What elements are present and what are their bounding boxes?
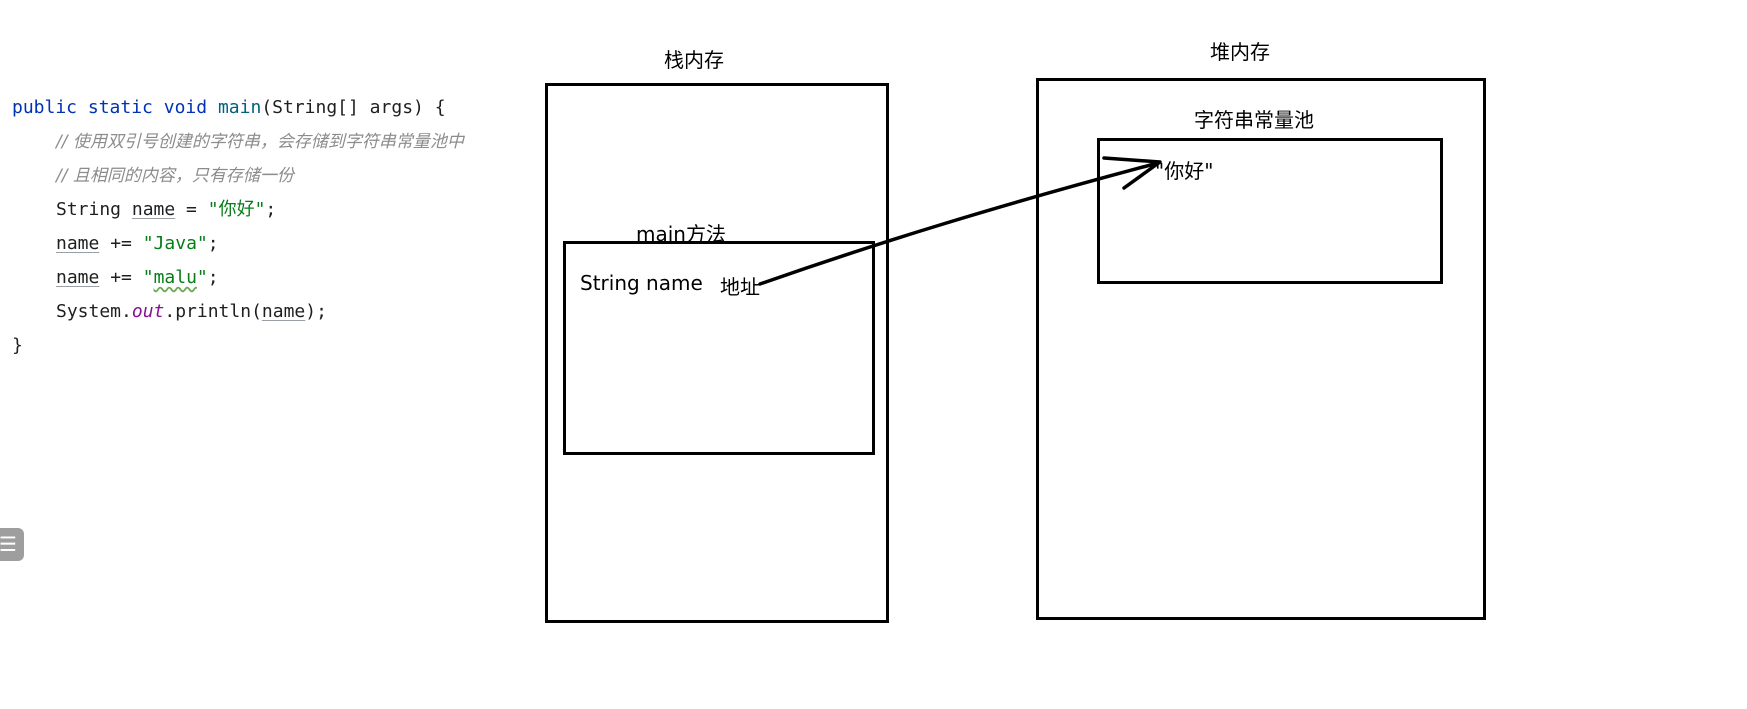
code-line-concat-malu: name += "malu"; [12,264,464,298]
code-line-declare: String name = "你好"; [12,196,464,230]
string-literal: "Java" [142,233,208,254]
signature-rest: (String[] args) { [261,97,446,118]
string-pool-title: 字符串常量池 [1194,108,1314,132]
code-line-comment1: // 使用双引号创建的字符串，会存储到字符串常量池中 [12,128,464,162]
menu-icon[interactable]: ☰ [0,528,24,561]
keyword-public: public [12,97,78,118]
comment-1: // 使用双引号创建的字符串，会存储到字符串常量池中 [56,132,464,152]
pool-string-value: "你好" [1155,159,1214,183]
variable-label: String name [580,271,703,295]
reference-arrow-head [1102,156,1162,190]
code-line-concat-java: name += "Java"; [12,230,464,264]
variable-name: name [56,267,100,288]
string-literal: malu [153,267,197,288]
string-quote: " [142,267,154,288]
operator: += [99,267,143,288]
operator: = [175,199,208,220]
semicolon: ; [265,199,277,220]
string-pool-box [1097,138,1443,284]
reference-arrow-line [758,161,1160,286]
variable-name: name [56,233,100,254]
semicolon: ; [207,267,219,288]
call-end: ); [305,301,327,322]
variable-name: name [131,199,176,220]
system-class: System. [56,301,132,322]
method-name: main [217,97,262,118]
operator: += [99,233,143,254]
keyword-void: void [163,97,208,118]
semicolon: ; [207,233,219,254]
code-line-print: System.out.println(name); [12,298,464,332]
code-line-comment2: // 且相同的内容，只有存储一份 [12,162,464,196]
string-quote: " [196,267,208,288]
out-field: out [131,301,165,322]
string-literal: "你好" [207,199,266,220]
address-label: 地址 [720,275,760,299]
println-call: .println( [164,301,262,322]
keyword-static: static [87,97,153,118]
stack-memory-title: 栈内存 [664,48,724,72]
heap-memory-box [1036,78,1486,620]
comment-2: // 且相同的内容，只有存储一份 [56,166,294,186]
main-method-frame [563,241,875,455]
type-string: String [56,199,132,220]
code-line-signature: public static void main(String[] args) { [12,94,464,128]
code-panel: public static void main(String[] args) {… [12,94,464,366]
stack-memory-box [545,83,889,623]
code-line-closing-brace: } [12,332,464,366]
variable-name: name [261,301,306,322]
closing-brace: } [12,335,23,356]
heap-memory-title: 堆内存 [1210,40,1270,64]
